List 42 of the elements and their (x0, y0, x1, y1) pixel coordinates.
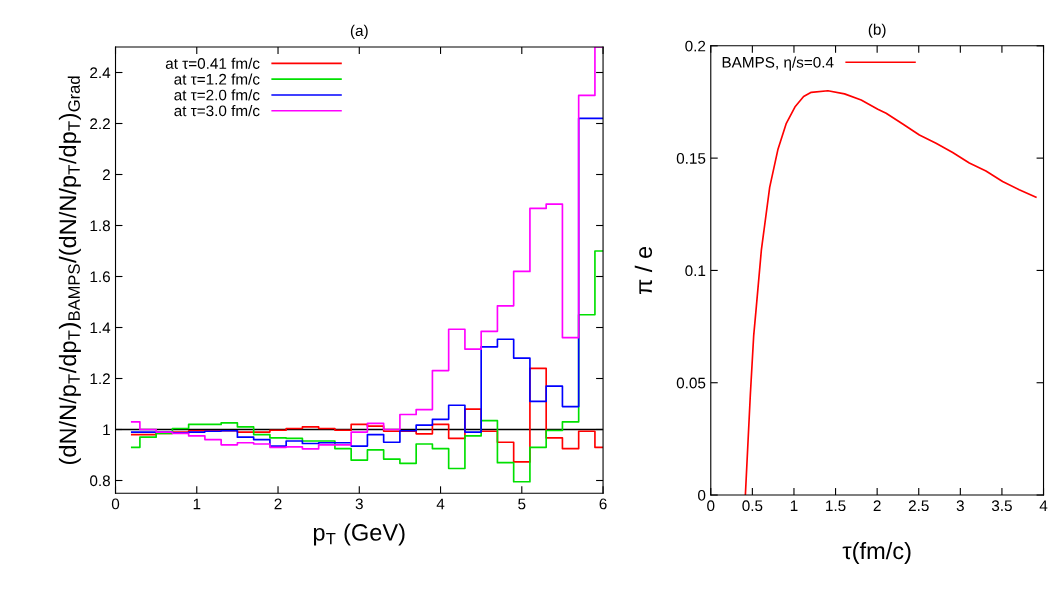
legend-label: at τ=2.0 fm/c (174, 89, 260, 101)
chart-title: (a) (350, 24, 368, 40)
x-tick-label: 2.5 (908, 500, 929, 512)
y-tick-label: 0.8 (90, 475, 110, 487)
x-tick-label: 2 (274, 498, 282, 510)
y-tick-label: 1.8 (90, 220, 110, 232)
y-tick-label: 0.05 (676, 377, 706, 389)
x-tick-label: 0.5 (742, 500, 763, 512)
x-tick-label: 3.5 (991, 500, 1012, 512)
y-axis-title: π / e (634, 246, 653, 295)
x-tick-label: 4 (1039, 500, 1048, 511)
legend-label: at τ=3.0 fm/c (174, 105, 260, 117)
text: (dN/N/p$_{T}$/dp$_{T}$)$_{BAMPS}$/(dN/N/p$_{T}$/dp$_{T}$)$_{Grad}$ (58, 76, 81, 465)
x-tick-label: 1 (790, 500, 798, 511)
x-tick-label: 4 (436, 498, 445, 510)
x-tick-label: 2 (873, 500, 881, 511)
legend-label: at τ=1.2 fm/c (174, 73, 260, 85)
y-tick-label: 1 (103, 424, 110, 436)
y-tick-label: 1.4 (90, 322, 111, 334)
chart-title: (b) (868, 23, 886, 38)
x-axis-title: τ(fm/c) (842, 541, 911, 564)
y-tick-label: 2.4 (90, 67, 111, 79)
y-tick-label: 1.2 (90, 373, 110, 385)
legend-label: BAMPS, η/s=0.4 (722, 56, 834, 71)
x-tick-label: 1 (193, 498, 201, 510)
y-tick-label: 0.15 (676, 152, 706, 164)
y-tick-label: 2.2 (90, 118, 110, 130)
x-tick-label: 0 (111, 498, 120, 510)
line-series (744, 89, 1037, 496)
y-tick-label: 1.6 (90, 271, 110, 283)
y-tick-label: 0 (698, 489, 706, 501)
y-tick-label: 2 (102, 169, 110, 181)
x-tick-label: 1.5 (826, 500, 846, 512)
x-tick-label: 3 (956, 500, 964, 512)
x-tick-label: 0 (707, 500, 715, 512)
x-tick-label: 3 (355, 498, 363, 510)
x-tick-label: 5 (518, 498, 526, 510)
x-tick-label: 6 (599, 498, 607, 510)
y-tick-label: 0.1 (685, 265, 706, 277)
legend-label: at τ=0.41 fm/c (165, 57, 260, 69)
x-axis-title: p$_{T}$ (GeV) (313, 523, 405, 546)
y-tick-label: 0.2 (685, 40, 706, 52)
